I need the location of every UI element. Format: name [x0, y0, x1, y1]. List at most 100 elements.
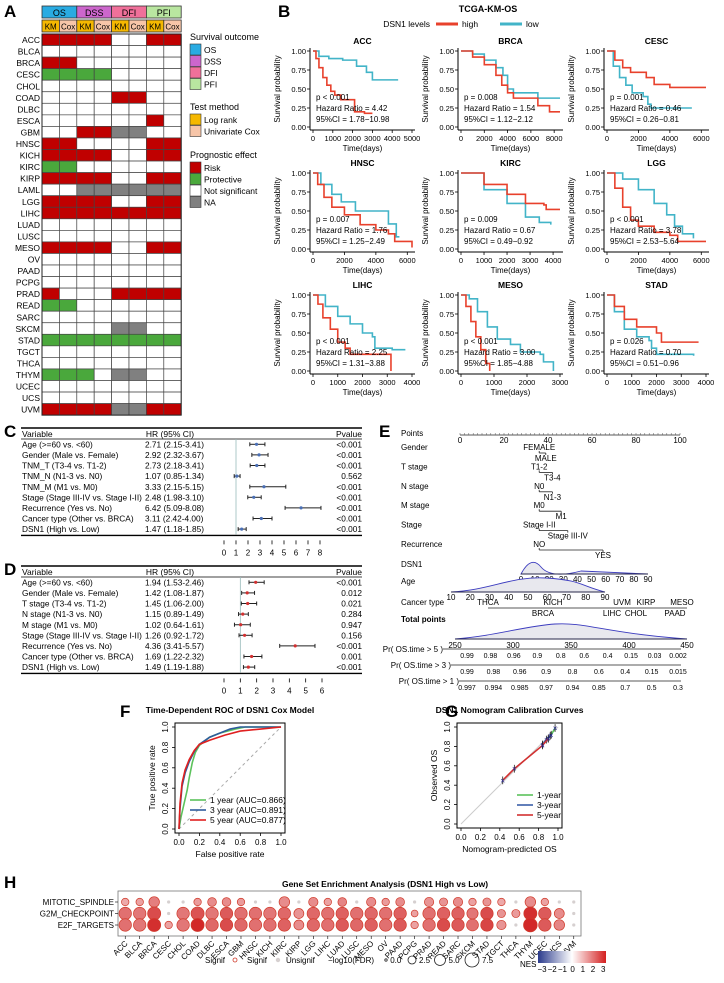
y-tick-label: 0.00: [291, 123, 306, 132]
heatmap-cell: [163, 403, 182, 416]
legend-title: Survival outcome: [190, 32, 259, 42]
x-tick-label: 2000: [344, 134, 361, 143]
heatmap-cell: [93, 357, 112, 370]
x-tick-label: 8: [318, 548, 323, 557]
y-tick-label: 0.00: [439, 245, 454, 254]
gsea-dot: [436, 906, 451, 921]
heatmap-cell: [163, 241, 182, 254]
heatmap-cell: [111, 206, 130, 220]
row-label: CHOL: [16, 81, 40, 91]
hr-text: 2.48 (1.98-3.10): [145, 492, 204, 502]
prob-tick-label: 0.15: [645, 669, 659, 676]
points-tick-label: 100: [673, 436, 687, 445]
y-axis-label: Survival probability: [567, 177, 576, 244]
heatmap-cell: [41, 276, 60, 289]
p-value: p < 0.001: [610, 215, 644, 224]
row-label: OV: [28, 255, 41, 265]
y-tick-label: 0.75: [439, 310, 454, 319]
p-value: <0.001: [336, 492, 362, 502]
forest-row: T stage (T3-4 vs. T1-2) 1.45 (1.06-2.00) 0…: [22, 599, 362, 609]
nes-colorbar: [538, 951, 606, 963]
heatmap-cell: [93, 206, 112, 220]
gsea-dot: [306, 906, 320, 921]
header-pvalue: Pvalue: [336, 429, 362, 439]
gsea-dot: [321, 918, 335, 932]
heatmap-cell: [111, 33, 130, 46]
heatmap-cell: [41, 126, 60, 139]
heatmap-cell: [163, 45, 182, 58]
legend-size-circle: [464, 952, 480, 968]
heatmap-cell: [76, 276, 95, 289]
heatmap-cell: [163, 172, 182, 185]
heatmap-cell: [128, 241, 147, 254]
x-tick-label: 3000: [379, 378, 396, 387]
heatmap-cell: [76, 172, 95, 185]
calibration-point: ×: [553, 724, 558, 733]
heatmap-cell: [146, 276, 165, 289]
p-value: 0.021: [341, 599, 362, 609]
gsea-dot: [422, 906, 436, 921]
heatmap-cell: [76, 322, 95, 335]
heatmap-cell: [93, 91, 112, 104]
gsea-dot: [293, 908, 305, 919]
heatmap-cell: [59, 183, 78, 197]
outcome-header-pfi: [145, 5, 182, 19]
legend-size-label: 5.0: [449, 956, 461, 965]
variable-label: Gender (Male vs. Female): [22, 588, 119, 598]
x-tick-label: 3000: [673, 378, 690, 387]
heatmap-cell: [59, 56, 78, 69]
heatmap-cell: [93, 368, 112, 381]
heatmap-cell: [59, 264, 78, 277]
heatmap-cell: [163, 391, 182, 404]
heatmap-cell: [163, 206, 182, 220]
method-header-label: Cox: [165, 23, 179, 32]
prob-scale-name: Pr( OS.time > 3 ): [391, 661, 452, 670]
y-tick-label: 0.25: [585, 104, 600, 113]
heatmap-cell: [128, 333, 147, 347]
heatmap-cell: [59, 160, 78, 173]
row-label: SARC: [16, 312, 40, 322]
y-tick-label: 0.25: [585, 226, 600, 235]
gsea-dot: [452, 896, 464, 908]
gsea-dot: [553, 908, 565, 919]
y-tick-label: 1.0: [443, 721, 452, 733]
km-curve-high: [313, 50, 373, 115]
gsea-dot: [410, 909, 419, 918]
heatmap-cell: [163, 357, 182, 370]
y-tick-label: 0.25: [439, 226, 454, 235]
prob-tick-label: 0.96: [513, 669, 527, 676]
heatmap-cell: [41, 114, 60, 127]
x-axis-label: Time(days): [637, 266, 677, 275]
age-tick-label: 80: [581, 593, 590, 602]
heatmap-cell: [59, 137, 78, 150]
gsea-dot: [439, 897, 448, 907]
heatmap-cell: [128, 310, 147, 324]
heatmap-cell: [76, 102, 95, 116]
forest-row: Gender (Male vs. Female) 1.42 (1.08-1.87)…: [22, 588, 362, 598]
confidence-interval: 95%CI = 1.12−2.12: [464, 115, 533, 124]
y-tick-label: 1.00: [291, 47, 306, 56]
km-plot-title: KIRC: [500, 158, 521, 168]
heatmap-cell: [93, 241, 112, 254]
heatmap-cell: [41, 241, 60, 254]
heatmap-cell: [93, 79, 112, 93]
points-label: Points: [401, 429, 423, 438]
heatmap-cell: [146, 368, 165, 381]
heatmap-cell: [41, 91, 60, 104]
panel-label-f: F: [120, 702, 130, 721]
heatmap-cell: [163, 68, 182, 81]
p-value: <0.001: [336, 439, 362, 449]
heatmap-cell: [41, 33, 60, 46]
cancer-type-label: LIHC: [603, 609, 621, 618]
gsea-dot: [482, 897, 492, 907]
heatmap-cell: [163, 137, 182, 150]
heatmap-cell: [41, 230, 60, 243]
calibration-point: ×: [500, 776, 505, 785]
gsea-dot: [164, 920, 173, 930]
heatmap-cell: [41, 310, 60, 324]
hazard-ratio: Hazard Ratio = 1.54: [464, 104, 536, 113]
variable-label: Cancer type (Other vs. BRCA): [22, 652, 134, 662]
hr-point: [254, 442, 259, 446]
row-label: CESC: [16, 70, 40, 80]
